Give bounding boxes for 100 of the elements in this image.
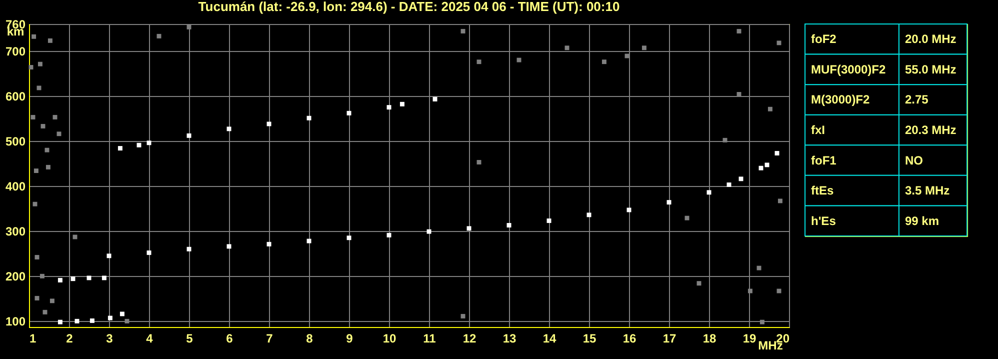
x-tick-label: 5 <box>186 332 194 346</box>
point <box>768 106 772 112</box>
point <box>736 28 742 34</box>
point <box>306 116 312 120</box>
point <box>756 266 762 270</box>
x-tick-label: 10 <box>382 332 396 346</box>
point <box>50 298 54 304</box>
text: foF2 <box>811 32 837 46</box>
point <box>586 212 592 218</box>
point <box>44 148 50 152</box>
point <box>778 198 782 204</box>
point <box>726 182 732 187</box>
text: foF1 <box>811 153 837 168</box>
point <box>346 236 352 240</box>
point <box>626 208 632 212</box>
x-tick-label: 7 <box>266 332 274 346</box>
point <box>460 314 466 318</box>
point <box>46 164 50 170</box>
y-tick-label: 700 <box>5 44 26 59</box>
x-tick-label: 6 <box>226 332 234 346</box>
point <box>38 62 42 66</box>
point <box>476 160 482 164</box>
point <box>186 133 192 138</box>
text: h'Es <box>811 214 836 228</box>
point <box>226 126 232 132</box>
point <box>156 34 162 38</box>
x-tick-label: 11 <box>423 332 436 346</box>
text: 20.3 MHz <box>904 123 956 137</box>
x-tick-label: 9 <box>346 332 354 346</box>
point <box>506 223 512 228</box>
point <box>624 54 630 58</box>
x-tick-label: 18 <box>702 332 716 346</box>
x-tick-label: 4 <box>146 332 154 346</box>
point <box>776 288 782 294</box>
point <box>146 250 152 255</box>
point <box>546 218 552 223</box>
point <box>70 276 76 282</box>
point <box>40 124 46 128</box>
text: M(3000)F2 <box>811 92 870 107</box>
point <box>118 146 122 150</box>
point <box>432 96 438 102</box>
point <box>102 276 106 280</box>
point <box>226 244 232 249</box>
point <box>706 190 712 195</box>
y-tick-label: 500 <box>5 134 26 149</box>
text: NO <box>904 153 923 168</box>
x-tick-label: 1 <box>30 332 36 346</box>
y-tick-label: 600 <box>5 90 26 104</box>
x-tick-label: 14 <box>542 332 556 346</box>
point <box>48 38 52 43</box>
point <box>748 288 752 294</box>
point <box>722 138 728 142</box>
point <box>186 246 192 252</box>
point <box>34 254 40 260</box>
point <box>72 234 78 240</box>
point <box>36 86 42 90</box>
point <box>738 176 744 182</box>
point <box>74 318 80 324</box>
point <box>516 58 522 62</box>
point <box>108 316 112 320</box>
point <box>684 216 690 220</box>
point <box>758 166 764 170</box>
x-tick-label: 12 <box>462 332 476 346</box>
y-tick-label: 100 <box>5 314 26 329</box>
point <box>124 318 130 324</box>
point <box>642 46 646 50</box>
x-tick-label: 17 <box>662 332 676 346</box>
x-tick-label: 19 <box>742 332 756 346</box>
text: fxI <box>811 123 826 137</box>
point <box>564 46 570 50</box>
point <box>120 312 124 316</box>
point <box>760 320 764 324</box>
point <box>764 162 770 168</box>
point <box>52 114 58 120</box>
point <box>90 318 94 323</box>
text: ftEs <box>811 184 834 198</box>
x-tick-label: 2 <box>66 332 74 346</box>
point <box>56 132 62 136</box>
point <box>40 274 44 278</box>
point <box>666 200 672 205</box>
y-tick-label: 400 <box>5 180 26 194</box>
chart-title: Tucumán (lat: -26.9, lon: 294.6) - DATE: 2025 04 06 - TIME (UT): 00:10 <box>198 0 620 14</box>
point <box>466 226 472 231</box>
point <box>86 276 92 280</box>
point <box>146 140 152 146</box>
text: 99 km <box>904 214 939 228</box>
text: 55.0 MHz <box>904 62 956 76</box>
point <box>602 60 606 64</box>
point <box>386 105 392 110</box>
point <box>32 34 36 39</box>
y-tick-label: 200 <box>5 270 26 284</box>
point <box>346 110 352 116</box>
point <box>186 24 192 30</box>
text: 2.75 <box>904 92 929 107</box>
x-tick-label: 15 <box>582 332 596 346</box>
point <box>774 150 780 156</box>
x-tick-label: 13 <box>502 332 516 346</box>
point <box>42 310 48 314</box>
point <box>58 320 62 324</box>
point <box>28 64 34 70</box>
